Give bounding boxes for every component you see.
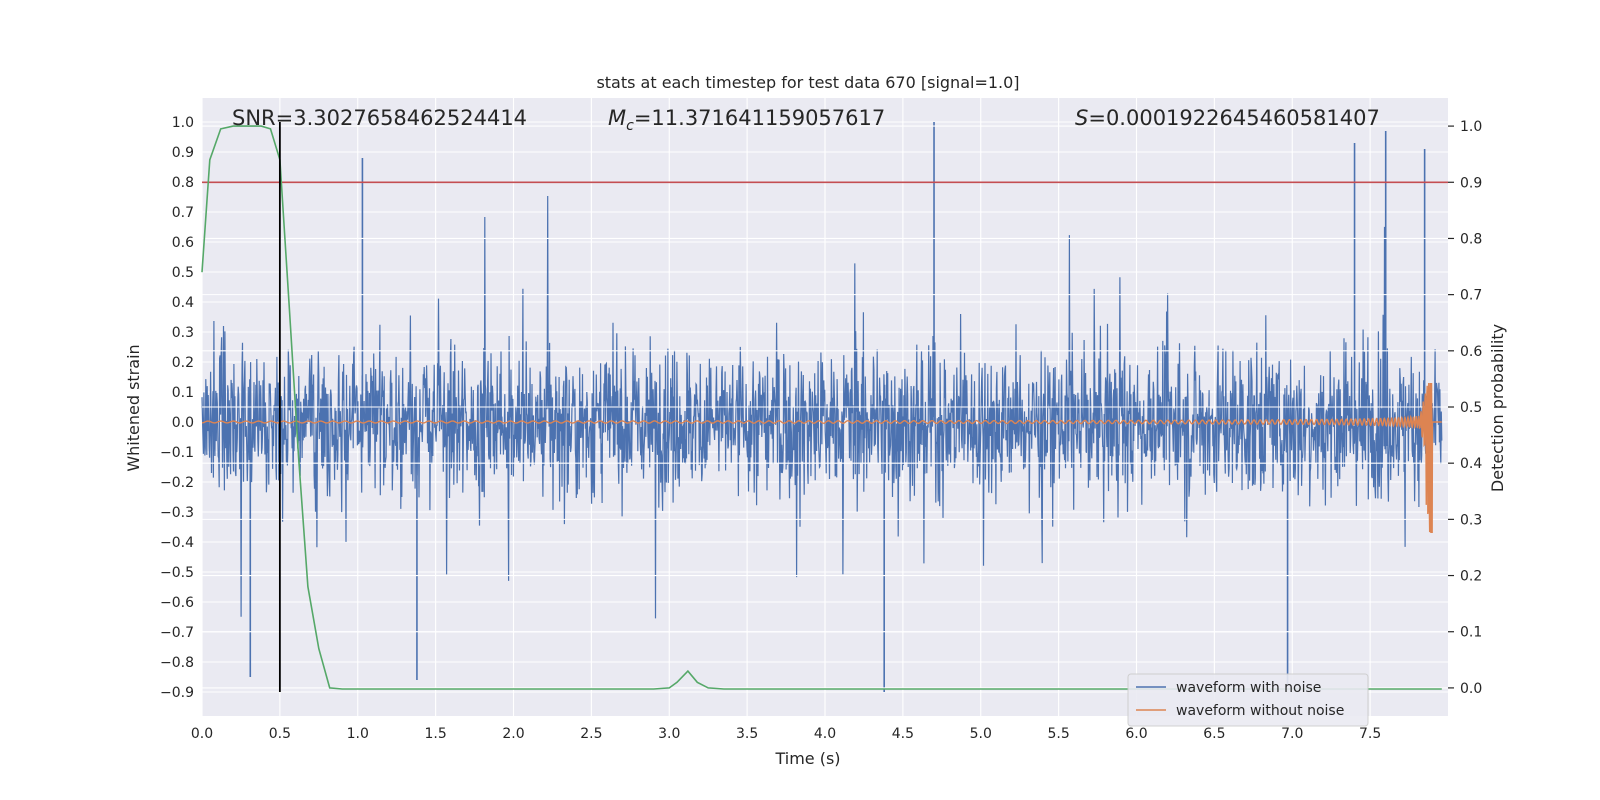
x-tick-label: 1.0 — [347, 726, 369, 742]
x-axis-ticks: 0.0 0.5 1.0 1.5 2.0 2.5 3.0 3.5 4.0 4.5 5.0 5.5 6.0 6… — [191, 726, 1381, 742]
x-tick-label: 0.0 — [191, 726, 213, 742]
y-tick-label: 0.5 — [172, 265, 194, 281]
x-tick-label: 6.0 — [1125, 726, 1147, 742]
right-y-tick-label: 1.0 — [1460, 119, 1482, 135]
x-tick-label: 4.5 — [892, 726, 914, 742]
y-tick-label: −0.2 — [160, 475, 194, 491]
y-tick-label: 0.8 — [172, 175, 194, 191]
chirp-mass-symbol: M — [608, 106, 626, 130]
y-tick-label: −0.6 — [160, 595, 194, 611]
x-tick-label: 5.0 — [970, 726, 992, 742]
legend-box — [1127, 673, 1369, 727]
right-y-tick-label: 0.6 — [1460, 344, 1482, 360]
x-tick-label: 2.0 — [502, 726, 524, 742]
y-tick-label: 0.3 — [172, 325, 194, 341]
right-y-axis-ticks: 1.0 0.9 0.8 0.7 0.6 0.5 0.4 0.3 0.2 0.1 0.0 — [1448, 119, 1482, 697]
y-tick-label: −0.7 — [160, 625, 194, 641]
x-tick-label: 3.0 — [658, 726, 680, 742]
x-tick-label: 6.5 — [1203, 726, 1225, 742]
y-tick-label: 0.7 — [172, 205, 194, 221]
x-tick-label: 0.5 — [269, 726, 291, 742]
x-axis-label: Time (s) — [774, 749, 840, 768]
y-tick-label: 0.4 — [172, 295, 194, 311]
x-tick-label: 7.5 — [1359, 726, 1381, 742]
legend-label-clean: waveform without noise — [1176, 703, 1344, 719]
y-tick-label: 0.2 — [172, 355, 194, 371]
y-tick-label: −0.3 — [160, 505, 194, 521]
y-tick-label: 0.1 — [172, 385, 194, 401]
y-tick-label: −0.9 — [160, 685, 194, 701]
chirp-mass-value: =11.371641159057617 — [634, 106, 885, 130]
x-tick-label: 3.5 — [736, 726, 758, 742]
right-y-tick-label: 0.8 — [1460, 231, 1482, 247]
x-tick-label: 5.5 — [1047, 726, 1069, 742]
x-tick-label: 7.0 — [1281, 726, 1303, 742]
noisy-waveform-path — [201, 195, 1443, 619]
right-y-tick-label: 0.3 — [1460, 512, 1482, 528]
legend: waveform with noise waveform without noi… — [1127, 673, 1369, 727]
right-y-tick-label: 0.9 — [1460, 175, 1482, 191]
x-tick-label: 2.5 — [580, 726, 602, 742]
y-tick-label: −0.8 — [160, 655, 194, 671]
chirp-mass-subscript: c — [626, 118, 634, 134]
y-tick-label: −0.5 — [160, 565, 194, 581]
right-y-tick-label: 0.1 — [1460, 625, 1482, 641]
right-y-tick-label: 0.7 — [1460, 288, 1482, 304]
right-y-axis-label: Detection probability — [1488, 324, 1507, 492]
y-tick-label: −0.4 — [160, 535, 194, 551]
noisy-waveform-series — [201, 122, 1443, 692]
y-tick-label: 0.9 — [172, 145, 194, 161]
legend-label-noisy: waveform with noise — [1176, 680, 1321, 696]
right-y-tick-label: 0.4 — [1460, 456, 1482, 472]
y-tick-label: 1.0 — [172, 115, 194, 131]
s-value: =0.0001922645460581407 — [1088, 106, 1380, 130]
y-tick-label: 0.0 — [172, 415, 194, 431]
y-tick-label: −0.1 — [160, 445, 194, 461]
clean-waveform-series — [201, 382, 1442, 534]
y-tick-label: 0.6 — [172, 235, 194, 251]
x-tick-label: 1.5 — [424, 726, 446, 742]
s-annotation: S=0.0001922645460581407 — [1075, 106, 1380, 130]
s-symbol: S — [1075, 106, 1088, 130]
detection-probability-series — [201, 125, 1442, 690]
right-y-tick-label: 0.2 — [1460, 569, 1482, 585]
chart-title: stats at each timestep for test data 670… — [596, 73, 1019, 92]
y-axis-ticks: 1.0 0.9 0.8 0.7 0.6 0.5 0.4 0.3 0.2 0.1 0.0 −0.1 −0.… — [160, 115, 194, 701]
snr-annotation: SNR=3.3027658462524414 — [232, 106, 527, 130]
chirp-mass-annotation: Mc=11.371641159057617 — [608, 106, 885, 134]
right-y-tick-label: 0.0 — [1460, 681, 1482, 697]
right-y-tick-label: 0.5 — [1460, 400, 1482, 416]
y-axis-label: Whitened strain — [124, 344, 143, 471]
x-tick-label: 4.0 — [814, 726, 836, 742]
